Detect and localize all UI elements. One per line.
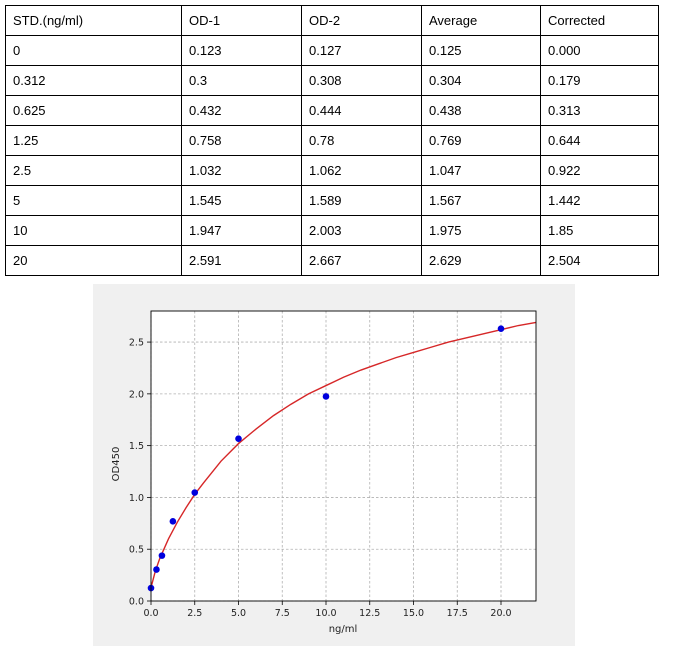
- cell-average: 0.125: [421, 35, 541, 66]
- data-point: [322, 393, 330, 400]
- cell-od1: 1.032: [181, 155, 302, 186]
- cell-std: 0.312: [5, 65, 182, 96]
- data-point: [497, 325, 505, 333]
- cell-od1: 0.432: [181, 95, 302, 126]
- standards-table: STD.(ng/ml) OD-1 OD-2 Average Corrected 0 0.12…: [5, 5, 659, 276]
- cell-average: 1.975: [421, 215, 541, 246]
- cell-std: 10: [5, 215, 182, 246]
- header-cell-od2: OD-2: [301, 5, 422, 36]
- data-point: [169, 518, 177, 525]
- fit-curve: [150, 321, 537, 588]
- header-cell-od1: OD-1: [181, 5, 302, 36]
- cell-std: 5: [5, 185, 182, 216]
- cell-corrected: 0.313: [540, 95, 659, 126]
- cell-od2: 1.062: [301, 155, 422, 186]
- cell-od1: 1.545: [181, 185, 302, 216]
- table-row: 2.5 1.032 1.062 1.047 0.922: [5, 155, 659, 186]
- table-row: 1.25 0.758 0.78 0.769 0.644: [5, 125, 659, 156]
- plot-frame: [150, 310, 537, 602]
- cell-average: 1.047: [421, 155, 541, 186]
- y-tick-label: 0.0: [129, 597, 144, 608]
- cell-corrected: 0.922: [540, 155, 659, 186]
- cell-corrected: 0.000: [540, 35, 659, 66]
- table-row: 0.625 0.432 0.444 0.438 0.313: [5, 95, 659, 126]
- cell-od1: 0.3: [181, 65, 302, 96]
- standard-curve-plot: 0.0 2.5 5.0 7.5 10.0 12.5 15.0 17.5 20.0 0.0 0.5 1.…: [111, 310, 537, 635]
- x-tick-label: 20.0: [490, 608, 511, 619]
- table-row: 0.312 0.3 0.308 0.304 0.179: [5, 65, 659, 96]
- cell-od1: 0.123: [181, 35, 302, 66]
- x-tick-label: 12.5: [359, 608, 380, 619]
- cell-corrected: 1.85: [540, 215, 659, 246]
- table-row: 0 0.123 0.127 0.125 0.000: [5, 35, 659, 66]
- cell-corrected: 2.504: [540, 245, 659, 276]
- table-row: 20 2.591 2.667 2.629 2.504: [5, 245, 659, 276]
- cell-average: 1.567: [421, 185, 541, 216]
- cell-average: 0.438: [421, 95, 541, 126]
- x-tick-label: 2.5: [187, 608, 202, 619]
- y-tick-label: 0.5: [129, 545, 144, 556]
- cell-average: 0.769: [421, 125, 541, 156]
- cell-od2: 1.589: [301, 185, 422, 216]
- cell-corrected: 0.644: [540, 125, 659, 156]
- cell-std: 2.5: [5, 155, 182, 186]
- cell-std: 0.625: [5, 95, 182, 126]
- table-row: 10 1.947 2.003 1.975 1.85: [5, 215, 659, 246]
- cell-od2: 2.003: [301, 215, 422, 246]
- y-tick-label: 1.5: [129, 441, 144, 452]
- cell-average: 0.304: [421, 65, 541, 96]
- x-tick-label: 7.5: [275, 608, 290, 619]
- y-tick-label: 2.5: [129, 338, 144, 349]
- cell-od2: 2.667: [301, 245, 422, 276]
- cell-od2: 0.78: [301, 125, 422, 156]
- x-axis-label: ng/ml: [329, 624, 358, 635]
- table-row: 5 1.545 1.589 1.567 1.442: [5, 185, 659, 216]
- header-cell-std: STD.(ng/ml): [5, 5, 182, 36]
- data-point: [235, 435, 242, 443]
- cell-od1: 1.947: [181, 215, 302, 246]
- cell-od2: 0.127: [301, 35, 422, 66]
- x-tick-label: 5.0: [231, 608, 246, 619]
- cell-corrected: 1.442: [540, 185, 659, 216]
- x-tick-label: 17.5: [447, 608, 468, 619]
- data-point: [191, 489, 199, 496]
- cell-std: 1.25: [5, 125, 182, 156]
- cell-average: 2.629: [421, 245, 541, 276]
- header-cell-corrected: Corrected: [540, 5, 659, 36]
- cell-std: 20: [5, 245, 182, 276]
- cell-od1: 2.591: [181, 245, 302, 276]
- y-tick-label: 1.0: [129, 493, 144, 504]
- cell-od2: 0.308: [301, 65, 422, 96]
- x-tick-label: 10.0: [315, 608, 336, 619]
- header-cell-average: Average: [421, 5, 541, 36]
- data-point: [158, 552, 166, 559]
- standard-curve-chart: 0.0 2.5 5.0 7.5 10.0 12.5 15.0 17.5 20.0 0.0 0.5 1.…: [93, 284, 575, 646]
- x-tick-label: 15.0: [403, 608, 424, 619]
- y-axis-label: OD450: [111, 447, 122, 482]
- header-row: STD.(ng/ml) OD-1 OD-2 Average Corrected: [5, 5, 659, 36]
- cell-od1: 0.758: [181, 125, 302, 156]
- cell-od2: 0.444: [301, 95, 422, 126]
- x-tick-label: 0.0: [143, 608, 158, 619]
- plot-area: [151, 311, 536, 601]
- cell-std: 0: [5, 35, 182, 66]
- y-tick-label: 2.0: [129, 389, 144, 400]
- cell-corrected: 0.179: [540, 65, 659, 96]
- data-point: [153, 566, 160, 573]
